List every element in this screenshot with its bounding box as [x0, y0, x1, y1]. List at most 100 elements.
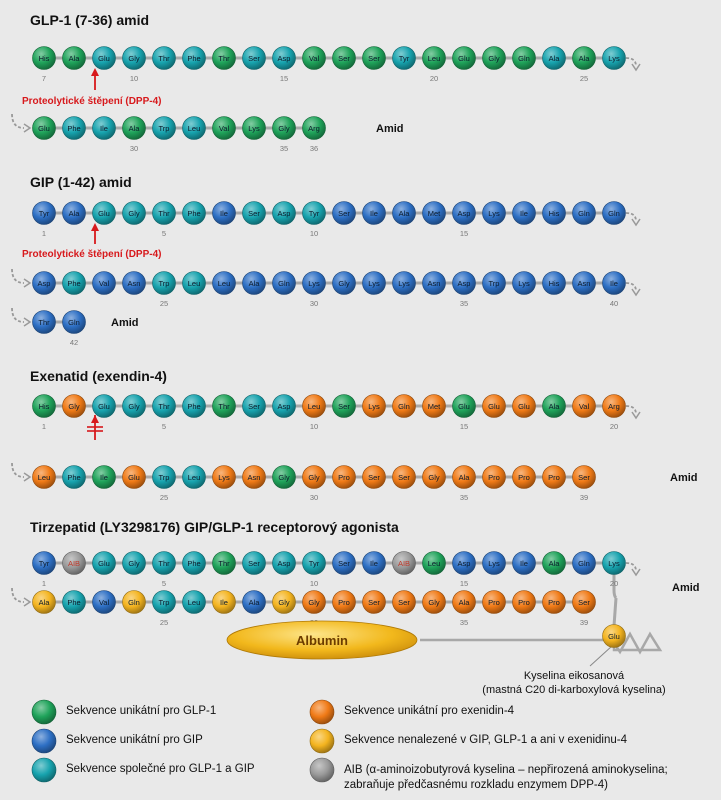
exenatide-row2-residue-label-2: Phe [67, 473, 80, 482]
gip-row1-residue-2 [62, 201, 86, 225]
glp1-cleavage-arrow-head [91, 68, 99, 76]
exenatide-row2-residue-17 [512, 465, 536, 489]
tirzepatide-row2-residue-label-6: Leu [188, 598, 201, 607]
glp1-row1-residue-16 [482, 46, 506, 70]
tirzepatide-row1-residue-10 [302, 551, 326, 575]
exenatide-row1-residue-18 [542, 394, 566, 418]
glp1-row2-residue-label-3: Ile [100, 124, 108, 133]
exenatide-row2-residue-16 [482, 465, 506, 489]
glp1-row1-residue-label-9: Asp [278, 54, 291, 63]
gip-row2-residue-16 [482, 271, 506, 295]
glp1-row1-residue-14 [422, 46, 446, 70]
glp1-row1-residue-label-13: Tyr [399, 54, 410, 63]
glp1-row2-residue-label-5: Trp [159, 124, 170, 133]
glp1-row2-continue-in-head [23, 123, 32, 133]
tirzepatide-row2-continue-in [11, 587, 25, 603]
legend-swatch-glp1 [31, 699, 57, 725]
glp1-row1-residue-label-6: Phe [187, 54, 200, 63]
exenatide-row2-residue-label-17: Pro [518, 473, 530, 482]
tirzepatide-row1-residue-label-13: AIB [398, 559, 410, 568]
tirzepatide-row2-position-number: 39 [580, 618, 588, 627]
gip-row1-residue-17 [512, 201, 536, 225]
glp1-row1-residue-8 [242, 46, 266, 70]
exenatide-row1-residue-6 [182, 394, 206, 418]
glp1-row1-residue-label-14: Leu [428, 54, 441, 63]
glp1-row2-residue-1 [32, 116, 56, 140]
glp1-row2-residue-label-9: Gly [278, 124, 290, 133]
gip-row1-residue-label-19: Gln [578, 209, 590, 218]
exenatide-row2-residue-9 [272, 465, 296, 489]
tirzepatide-row1-residue-label-6: Phe [187, 559, 200, 568]
gip-row1-residue-9 [272, 201, 296, 225]
tirzepatide-row1-residue-6 [182, 551, 206, 575]
gip-row1-position-number: 10 [310, 229, 318, 238]
exenatide-row2-residue-label-7: Lys [218, 473, 230, 482]
gip-row2-position-number: 40 [610, 299, 618, 308]
tirzepatide-row2-residue-3 [92, 590, 116, 614]
exenatide-row1-residue-label-19: Val [579, 402, 590, 411]
gip-row2-continue-arrowhead [631, 288, 641, 297]
gip-row2-residue-17 [512, 271, 536, 295]
exenatide-row1-continue-arrowhead [631, 411, 641, 420]
gip-row2-residue-label-7: Leu [218, 279, 231, 288]
glp1-row1-residue-label-11: Ser [338, 54, 350, 63]
tirzepatide-row1-residue-1 [32, 551, 56, 575]
tirzepatide-row2-residue-label-4: Gln [128, 598, 140, 607]
tirzepatide-row1-residue-label-9: Asp [278, 559, 291, 568]
gip-row1-residue-label-11: Ser [338, 209, 350, 218]
glp1-row1-residue-20 [602, 46, 626, 70]
cleavage-label-gip: Proteolytické štěpení (DPP-4) [22, 249, 162, 260]
legend-swatch-gip [31, 728, 57, 754]
exenatide-row1-residue-label-4: Gly [128, 402, 140, 411]
tirzepatide-row2-residue-12 [362, 590, 386, 614]
glp1-row2-residue-label-4: Ala [129, 124, 141, 133]
exenatide-row1-residue-label-20: Arg [608, 402, 620, 411]
gip-row2-residue-label-8: Ala [249, 279, 261, 288]
gip-row3-residue-label-1: Thr [38, 318, 50, 327]
gip-row2-residue-11 [332, 271, 356, 295]
glp1-row1-residue-19 [572, 46, 596, 70]
exenatide-row1-residue-label-9: Asp [278, 402, 291, 411]
glp1-row1-position-number: 7 [42, 74, 46, 83]
glp1-row1-residue-13 [392, 46, 416, 70]
gip-row1-residue-label-14: Met [428, 209, 441, 218]
gip-row1-residue-18 [542, 201, 566, 225]
exenatide-row1-residue-label-7: Thr [218, 402, 230, 411]
gip-row2-residue-label-11: Gly [338, 279, 350, 288]
gip-row1-residue-label-13: Ala [399, 209, 411, 218]
exenatide-row1-continue-arrow [625, 405, 637, 415]
tirzepatide-row2-residue-13 [392, 590, 416, 614]
tirzepatide-row1-residue-label-12: Ile [370, 559, 378, 568]
gip-row3-residue-label-2: Gln [68, 318, 80, 327]
gip-row1-position-number: 15 [460, 229, 468, 238]
glp1-row1-residue-1 [32, 46, 56, 70]
tirzepatide-row1-residue-18 [542, 551, 566, 575]
gip-row1-residue-label-16: Lys [488, 209, 500, 218]
gip-row1-residue-8 [242, 201, 266, 225]
tirzepatide-row2-residue-16 [482, 590, 506, 614]
glp1-row1-residue-label-3: Glu [98, 54, 110, 63]
exenatide-row2-residue-19 [572, 465, 596, 489]
tirzepatide-row2-residue-label-10: Gly [308, 598, 320, 607]
glp1-row2-residue-label-6: Leu [188, 124, 201, 133]
tirzepatide-row1-residue-15 [452, 551, 476, 575]
exenatide-row1-residue-label-5: Thr [158, 402, 170, 411]
exenatide-row2-position-number: 30 [310, 493, 318, 502]
exenatide-row2-residue-label-8: Asn [248, 473, 261, 482]
gip-row1-residue-12 [362, 201, 386, 225]
glp1-row1-continue-arrowhead [631, 63, 641, 72]
gip-row2-residue-label-15: Asp [458, 279, 471, 288]
gip-row1-residue-label-1: Tyr [39, 209, 50, 218]
exenatide-row2-residue-label-14: Gly [428, 473, 440, 482]
glp1-row1-continue-arrow [625, 57, 637, 67]
glp1-row1-residue-6 [182, 46, 206, 70]
exenatide-row1-residue-label-10: Leu [308, 402, 321, 411]
gip-row2-residue-19 [572, 271, 596, 295]
glp1-row1-residue-label-10: Val [309, 54, 320, 63]
exenatide-row1-residue-label-16: Glu [488, 402, 500, 411]
gip-row1-residue-label-10: Tyr [309, 209, 320, 218]
legend-text-exenatide: Sekvence unikátní pro exenidin-4 [344, 705, 515, 717]
tirzepatide-row1-residue-label-3: Glu [98, 559, 110, 568]
gip-row2-residue-15 [452, 271, 476, 295]
